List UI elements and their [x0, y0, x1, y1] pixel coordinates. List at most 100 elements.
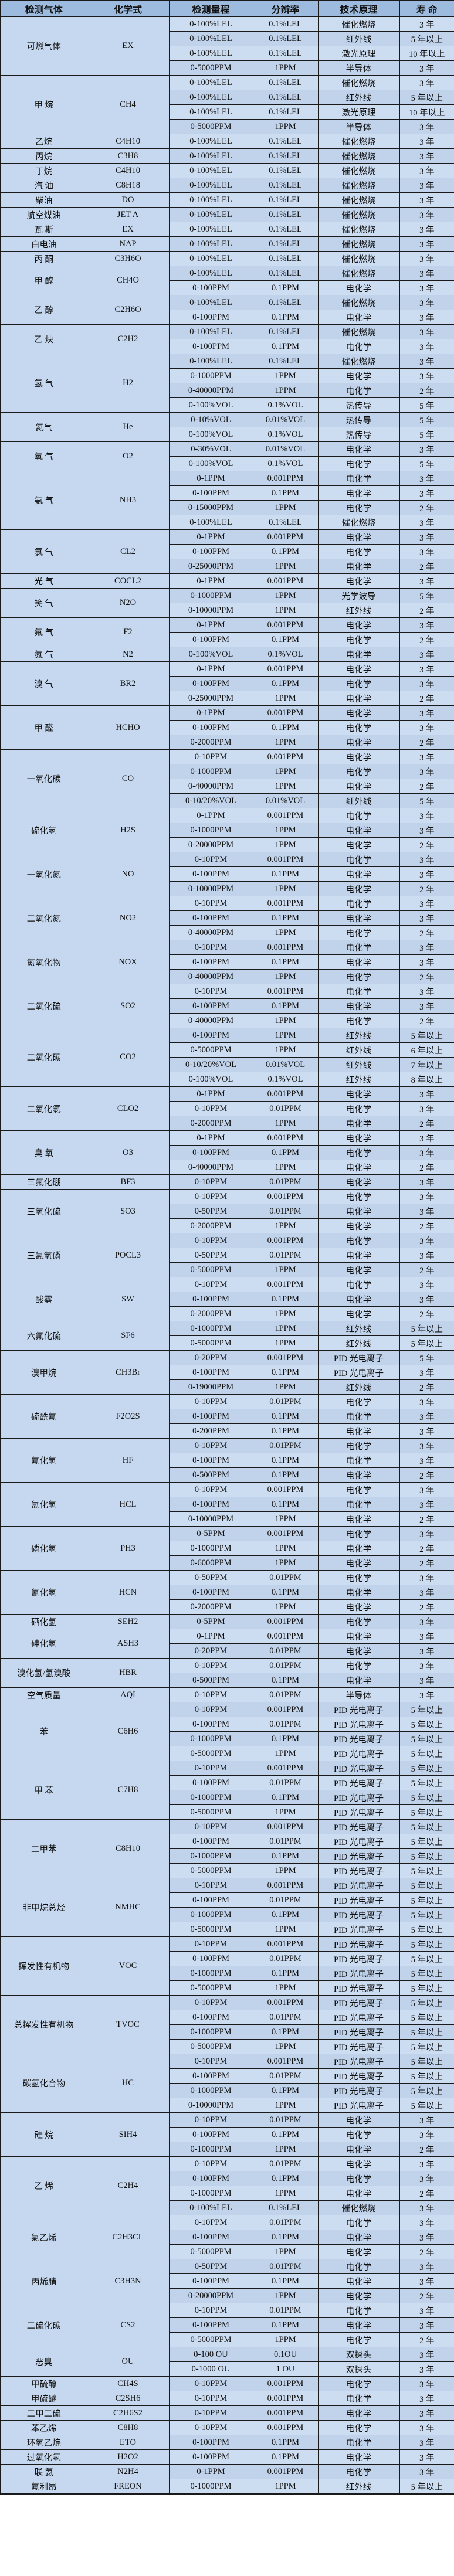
- principle-cell: 电化学: [317, 1013, 400, 1028]
- range-cell: 0-100PPM: [168, 339, 253, 354]
- gas-name-cell: 空气质量: [0, 1687, 87, 1702]
- resolution-cell: 0.1%LEL: [252, 148, 319, 164]
- range-cell: 0-10PPM: [168, 1482, 253, 1497]
- resolution-cell: 0.01PPM: [252, 2215, 319, 2230]
- principle-cell: 半导体: [317, 60, 400, 76]
- range-cell: 0-10PPM: [168, 852, 253, 867]
- life-cell: 5 年以上: [399, 1863, 454, 1878]
- resolution-cell: 1PPM: [252, 1042, 319, 1058]
- life-cell: 3 年: [399, 222, 454, 237]
- formula-cell: CLO2: [86, 1086, 170, 1131]
- resolution-cell: 0.001PPM: [252, 852, 319, 867]
- principle-cell: 电化学: [317, 559, 400, 574]
- range-cell: 0-10PPM: [168, 1394, 253, 1409]
- range-cell: 0-1000PPM: [168, 1848, 253, 1864]
- formula-cell: N2O: [86, 588, 170, 618]
- table-row: 0-100PPM 0.01PPM PID 光电离子 5 年以上: [1, 1775, 454, 1790]
- principle-cell: PID 光电离子: [317, 1936, 400, 1952]
- resolution-cell: 0.1%LEL: [252, 46, 319, 61]
- life-cell: 5 年以上: [399, 1775, 454, 1790]
- table-row: 三氧化硫 SO3 0-10PPM 0.001PPM 电化学 3 年: [0, 1189, 454, 1233]
- principle-cell: 电化学: [317, 896, 400, 911]
- range-cell: 0-10PPM: [168, 1438, 253, 1453]
- gas-name-cell: 硒化氢: [0, 1614, 87, 1629]
- resolution-cell: 1PPM: [252, 60, 319, 76]
- table-row: 0-100%VOL 0.1%VOL 热传导 5 年: [1, 397, 454, 413]
- range-cell: 0-100PPM: [168, 1892, 253, 1908]
- life-cell: 3 年: [399, 808, 454, 823]
- life-cell: 2 年: [399, 559, 454, 574]
- range-cell: 0-20000PPM: [168, 837, 253, 852]
- principle-cell: 催化燃烧: [317, 515, 400, 530]
- range-cell: 0-1000PPM: [168, 588, 253, 603]
- resolution-cell: 0.01%VOL: [252, 793, 319, 808]
- life-cell: 3 年: [399, 2215, 454, 2230]
- resolution-cell: 0.001PPM: [252, 2391, 319, 2406]
- life-cell: 3 年: [399, 1497, 454, 1512]
- range-cell: 0-100%VOL: [168, 456, 253, 471]
- gas-name-cell: 氮 气: [0, 647, 87, 662]
- resolution-cell: 0.001PPM: [252, 1086, 319, 1102]
- life-cell: 5 年以上: [399, 1028, 454, 1043]
- principle-cell: 电化学: [317, 2332, 400, 2347]
- range-cell: 0-1000 OU: [168, 2361, 253, 2377]
- gas-name-cell: 丙 酮: [0, 251, 87, 266]
- resolution-cell: 0.001PPM: [252, 617, 319, 633]
- resolution-cell: 1PPM: [252, 823, 319, 838]
- range-cell: 0-100%LEL: [168, 148, 253, 164]
- formula-cell: FREON: [86, 2479, 170, 2495]
- principle-cell: 光学波导: [317, 588, 400, 603]
- range-cell: 0-1000PPM: [168, 2186, 253, 2201]
- life-cell: 3 年: [399, 178, 454, 193]
- formula-cell: NO: [86, 852, 170, 896]
- principle-cell: PID 光电离子: [317, 2054, 400, 2069]
- range-cell: 0-50PPM: [168, 1570, 253, 1585]
- principle-cell: 催化燃烧: [317, 192, 400, 208]
- table-row: 0-10/20%VOL 0.01%VOL 红外线 5 年: [1, 793, 454, 808]
- range-cell: 0-1PPM: [168, 529, 253, 545]
- life-cell: 3 年: [399, 529, 454, 545]
- resolution-cell: 0.1PPM: [252, 1453, 319, 1468]
- principle-cell: 电化学: [317, 866, 400, 882]
- table-row: 挥发性有机物 VOC 0-10PPM 0.001PPM PID 光电离子 5 年以上: [0, 1936, 454, 1996]
- range-cell: 0-100%LEL: [168, 163, 253, 178]
- resolution-cell: 0.001PPM: [252, 1761, 319, 1776]
- life-cell: 3 年: [399, 2435, 454, 2450]
- life-cell: 3 年: [399, 2449, 454, 2465]
- life-cell: 3 年: [399, 2391, 454, 2406]
- formula-cell: C3H3N: [86, 2259, 170, 2303]
- life-cell: 2 年: [399, 779, 454, 794]
- life-cell: 5 年以上: [399, 1966, 454, 1981]
- formula-cell: JET A: [86, 207, 170, 222]
- principle-cell: 电化学: [317, 1116, 400, 1131]
- resolution-cell: 0.1PPM: [252, 310, 319, 325]
- life-cell: 2 年: [399, 2142, 454, 2157]
- range-cell: 0-20PPM: [168, 1643, 253, 1659]
- table-row: 空气质量 AQI 0-10PPM 0.01PPM 半导体 3 年: [0, 1687, 454, 1702]
- range-cell: 0-100%LEL: [168, 192, 253, 208]
- table-row: 二硫化碳 CS2 0-10PPM 0.01PPM 电化学 3 年: [0, 2303, 454, 2347]
- table-row: 0-100PPM 0.1PPM 电化学 3 年: [1, 2127, 454, 2142]
- principle-cell: 电化学: [317, 1306, 400, 1321]
- gas-name-cell: 氧 气: [0, 441, 87, 471]
- table-row: 0-50PPM 0.01PPM 电化学 3 年: [1, 1248, 454, 1263]
- table-row: 0-100PPM 0.1PPM 电化学 3 年: [1, 720, 454, 735]
- life-cell: 5 年以上: [399, 2068, 454, 2084]
- table-row: 0-1000PPM 1PPM 电化学 3 年: [1, 368, 454, 383]
- principle-cell: 电化学: [317, 969, 400, 984]
- table-row: 苯乙烯 C8H8 0-10PPM 0.001PPM 电化学 3 年: [0, 2420, 454, 2435]
- table-row: 0-5000PPM 1PPM 半导体 3 年: [1, 60, 454, 76]
- gas-name-cell: 硫化氢: [0, 808, 87, 852]
- formula-cell: F2O2S: [86, 1394, 170, 1439]
- table-row: 0-100PPM 0.1PPM 电化学 3 年: [1, 2273, 454, 2289]
- principle-cell: 电化学: [317, 310, 400, 325]
- resolution-cell: 0.001PPM: [252, 1878, 319, 1893]
- principle-cell: 电化学: [317, 1658, 400, 1673]
- life-cell: 3 年: [399, 2420, 454, 2435]
- range-cell: 0-30%VOL: [168, 441, 253, 457]
- range-cell: 0-100 OU: [168, 2347, 253, 2362]
- table-row: 0-5000PPM 1PPM PID 光电离子 5 年以上: [1, 1922, 454, 1937]
- formula-cell: EX: [86, 222, 170, 237]
- table-row: 0-1000PPM 1PPM 电化学 3 年: [1, 764, 454, 779]
- principle-cell: 电化学: [317, 2303, 400, 2318]
